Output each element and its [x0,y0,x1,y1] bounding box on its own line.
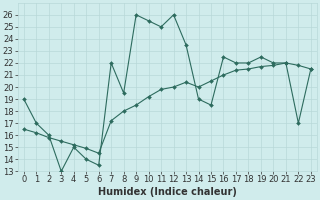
X-axis label: Humidex (Indice chaleur): Humidex (Indice chaleur) [98,187,237,197]
